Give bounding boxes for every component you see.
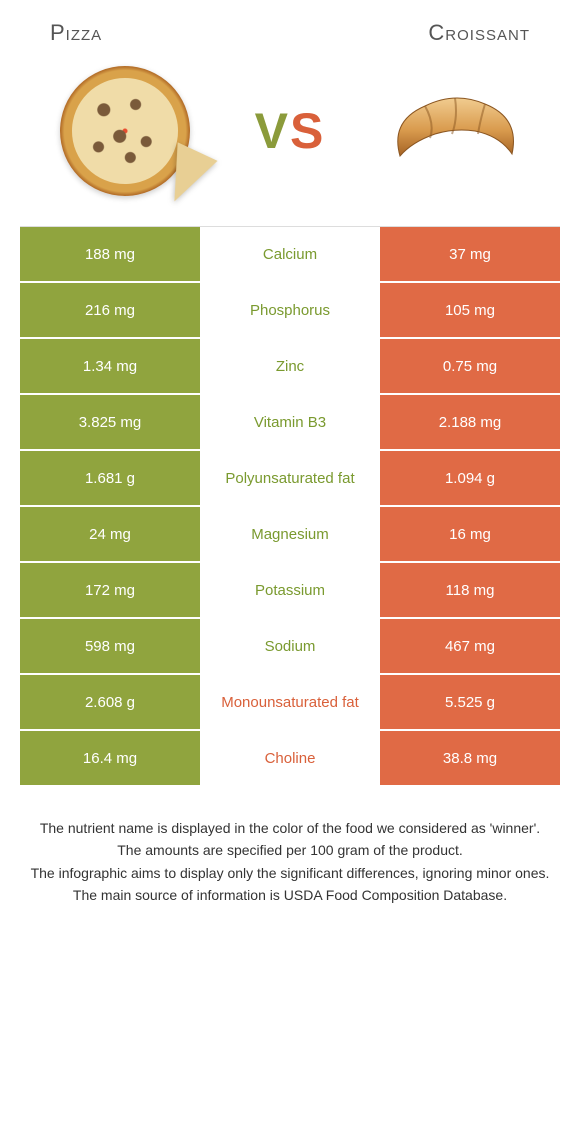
images-row: VS bbox=[20, 46, 560, 226]
nutrient-name: Sodium bbox=[200, 619, 380, 673]
footnote-line: The nutrient name is displayed in the co… bbox=[30, 817, 550, 839]
nutrient-name: Zinc bbox=[200, 339, 380, 393]
left-value: 3.825 mg bbox=[20, 395, 200, 449]
nutrient-name: Vitamin B3 bbox=[200, 395, 380, 449]
right-value: 5.525 g bbox=[380, 675, 560, 729]
table-row: 3.825 mgVitamin B32.188 mg bbox=[20, 395, 560, 451]
right-value: 467 mg bbox=[380, 619, 560, 673]
table-row: 2.608 gMonounsaturated fat5.525 g bbox=[20, 675, 560, 731]
left-value: 2.608 g bbox=[20, 675, 200, 729]
table-row: 216 mgPhosphorus105 mg bbox=[20, 283, 560, 339]
vs-s: S bbox=[290, 102, 325, 160]
left-value: 16.4 mg bbox=[20, 731, 200, 785]
left-food-title: Pizza bbox=[50, 20, 102, 46]
left-value: 172 mg bbox=[20, 563, 200, 617]
nutrient-name: Magnesium bbox=[200, 507, 380, 561]
left-value: 24 mg bbox=[20, 507, 200, 561]
table-row: 188 mgCalcium37 mg bbox=[20, 227, 560, 283]
right-value: 2.188 mg bbox=[380, 395, 560, 449]
left-value: 1.681 g bbox=[20, 451, 200, 505]
nutrient-name: Potassium bbox=[200, 563, 380, 617]
right-food-title: Croissant bbox=[428, 20, 530, 46]
table-row: 1.681 gPolyunsaturated fat1.094 g bbox=[20, 451, 560, 507]
left-value: 598 mg bbox=[20, 619, 200, 673]
right-value: 38.8 mg bbox=[380, 731, 560, 785]
nutrient-name: Phosphorus bbox=[200, 283, 380, 337]
croissant-image bbox=[380, 66, 530, 196]
pizza-image bbox=[50, 66, 200, 196]
nutrient-name: Calcium bbox=[200, 227, 380, 281]
table-row: 1.34 mgZinc0.75 mg bbox=[20, 339, 560, 395]
right-value: 0.75 mg bbox=[380, 339, 560, 393]
table-row: 598 mgSodium467 mg bbox=[20, 619, 560, 675]
table-row: 172 mgPotassium118 mg bbox=[20, 563, 560, 619]
comparison-table: 188 mgCalcium37 mg216 mgPhosphorus105 mg… bbox=[20, 226, 560, 787]
left-value: 1.34 mg bbox=[20, 339, 200, 393]
vs-v: V bbox=[255, 102, 290, 160]
right-value: 105 mg bbox=[380, 283, 560, 337]
footnotes: The nutrient name is displayed in the co… bbox=[20, 787, 560, 907]
table-row: 16.4 mgCholine38.8 mg bbox=[20, 731, 560, 787]
footnote-line: The infographic aims to display only the… bbox=[30, 862, 550, 884]
footnote-line: The amounts are specified per 100 gram o… bbox=[30, 839, 550, 861]
nutrient-name: Choline bbox=[200, 731, 380, 785]
right-value: 37 mg bbox=[380, 227, 560, 281]
left-value: 188 mg bbox=[20, 227, 200, 281]
vs-label: VS bbox=[255, 102, 326, 160]
table-row: 24 mgMagnesium16 mg bbox=[20, 507, 560, 563]
nutrient-name: Monounsaturated fat bbox=[200, 675, 380, 729]
footnote-line: The main source of information is USDA F… bbox=[30, 884, 550, 906]
nutrient-name: Polyunsaturated fat bbox=[200, 451, 380, 505]
header: Pizza Croissant bbox=[20, 10, 560, 46]
left-value: 216 mg bbox=[20, 283, 200, 337]
right-value: 118 mg bbox=[380, 563, 560, 617]
right-value: 16 mg bbox=[380, 507, 560, 561]
right-value: 1.094 g bbox=[380, 451, 560, 505]
